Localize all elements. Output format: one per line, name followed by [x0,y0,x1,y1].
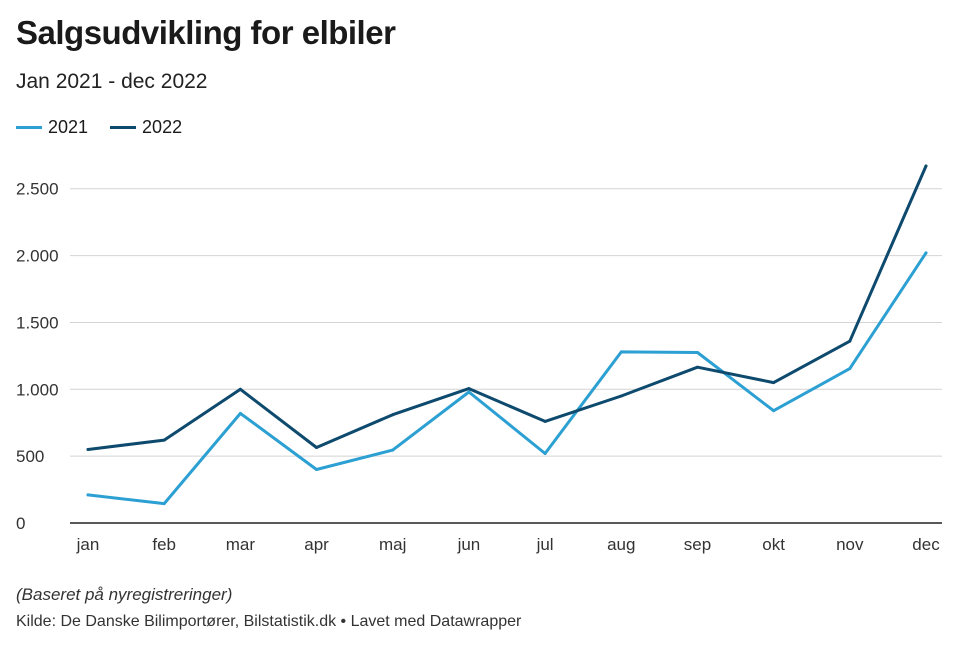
data-point-2022 [848,339,852,343]
x-tick-label: jul [536,535,554,554]
y-tick-label: 2.500 [16,180,59,199]
legend-label-2021: 2021 [48,117,89,137]
y-tick-label: 1.500 [16,313,59,332]
data-point-2021 [86,493,90,497]
series-line-2021 [86,251,928,506]
x-tick-label: maj [379,535,406,554]
data-point-2022 [238,387,242,391]
data-point-2022 [695,365,699,369]
legend: 2021 2022 [16,117,182,138]
data-point-2021 [772,409,776,413]
data-point-2022 [86,447,90,451]
legend-item-2021: 2021 [16,117,88,138]
y-tick-label: 500 [16,447,44,466]
x-tick-label: feb [152,535,176,554]
chart-subtitle: Jan 2021 - dec 2022 [16,70,208,93]
chart-title: Salgsudvikling for elbiler [16,14,396,51]
x-tick-label: okt [762,535,785,554]
x-tick-label: apr [304,535,329,554]
y-tick-label: 0 [16,514,25,533]
data-point-2021 [162,502,166,506]
y-tick-label: 1.000 [16,380,59,399]
legend-swatch-2021 [16,126,42,129]
x-tick-label: mar [226,535,256,554]
data-point-2021 [848,367,852,371]
data-point-2021 [924,251,928,255]
y-tick-label: 2.000 [16,247,59,266]
chart-note: (Baseret på nyregistreringer) [16,585,233,604]
data-point-2022 [543,419,547,423]
data-point-2021 [467,390,471,394]
data-point-2022 [467,387,471,391]
data-point-2021 [543,451,547,455]
x-tick-label: jan [76,535,100,554]
series-line-2022 [86,164,928,451]
data-point-2022 [619,394,623,398]
x-tick-label: jun [457,535,481,554]
data-point-2022 [924,164,928,168]
data-point-2021 [238,411,242,415]
data-point-2022 [162,438,166,442]
x-tick-label: aug [607,535,635,554]
x-tick-label: dec [912,535,940,554]
data-point-2022 [315,445,319,449]
legend-item-2022: 2022 [110,117,182,138]
data-point-2021 [391,448,395,452]
legend-swatch-2022 [110,126,137,129]
x-tick-label: nov [836,535,864,554]
data-point-2021 [695,351,699,355]
data-point-2022 [772,381,776,385]
data-point-2022 [391,413,395,417]
data-point-2021 [315,468,319,472]
chart-source: Kilde: De Danske Bilimportører, Bilstati… [16,613,522,630]
data-point-2021 [619,350,623,354]
x-tick-label: sep [684,535,711,554]
legend-label-2022: 2022 [142,117,183,137]
